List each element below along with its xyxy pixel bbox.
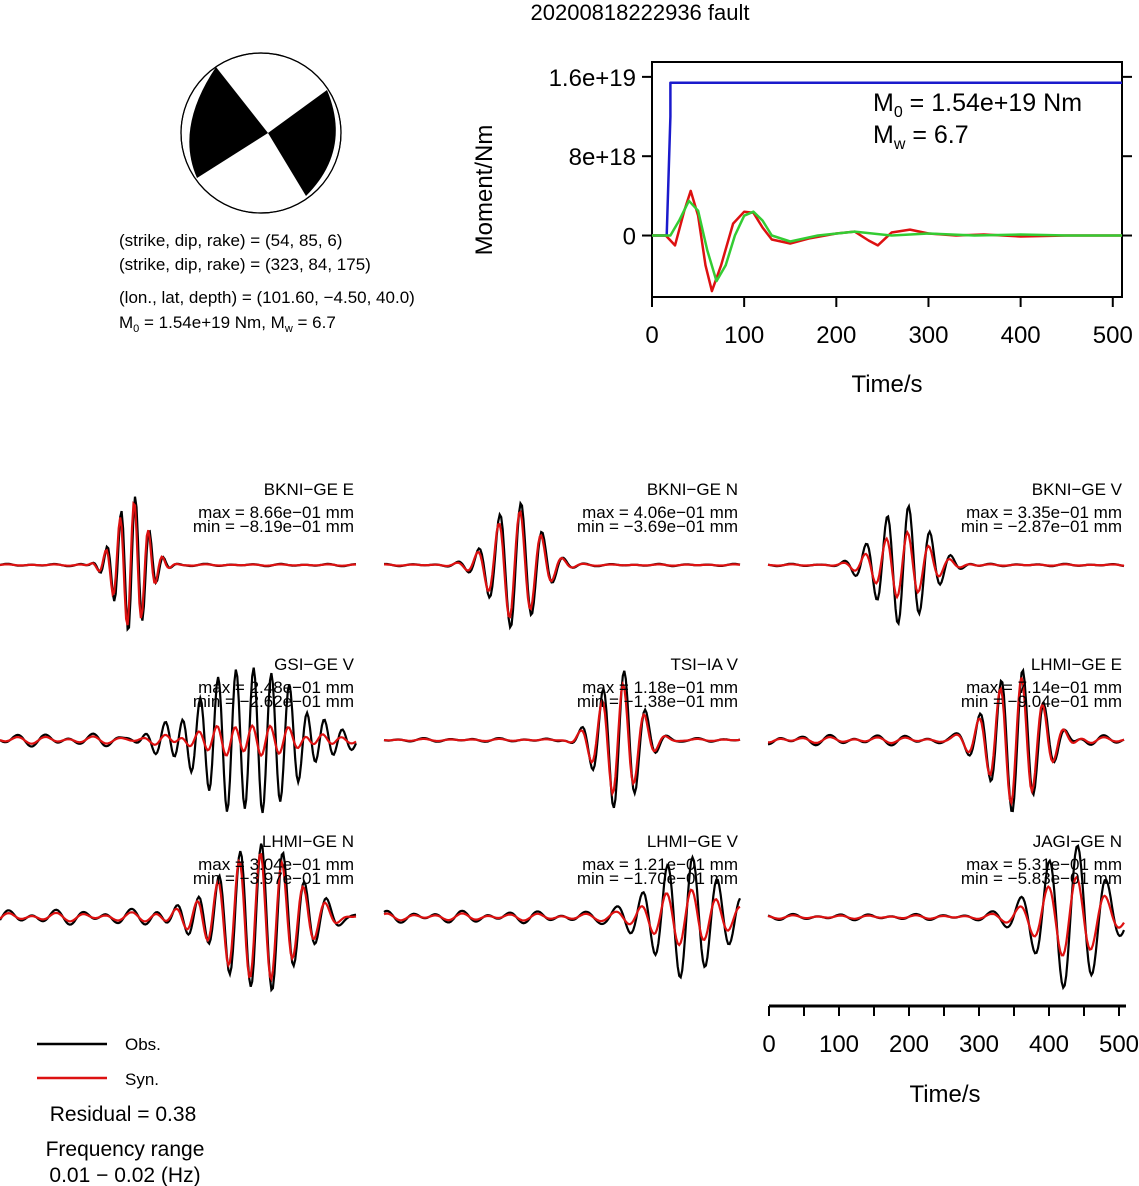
moment-y-tick-label: 0: [623, 224, 636, 251]
moment-y-tick-label: 1.6e+19: [549, 65, 636, 92]
waveform-x-tick-label: 100: [819, 1031, 859, 1058]
station-max: max = 5.31e−01 mm: [966, 855, 1122, 874]
frequency-range-value: 0.01 − 0.02 (Hz): [49, 1164, 200, 1186]
synthetic-trace: [384, 509, 741, 619]
station-name: TSI−IA V: [670, 655, 738, 674]
moment-x-axis-label: Time/s: [851, 371, 922, 398]
moment-series-2: [652, 199, 1122, 283]
focal-mechanism-beachball: [180, 52, 342, 214]
station-name: GSI−GE V: [274, 655, 354, 674]
waveform-x-tick-label: 200: [889, 1031, 929, 1058]
synthetic-trace: [0, 852, 357, 983]
observed-trace: [0, 843, 357, 993]
station-min: min = −3.97e−01 mm: [193, 869, 354, 888]
legend-obs-label: Obs.: [125, 1035, 161, 1054]
station-min: min = −9.04e−01 mm: [961, 692, 1122, 711]
station-name: LHMI−GE N: [262, 832, 354, 851]
synthetic-trace: [383, 888, 741, 947]
station-max: max = 4.06e−01 mm: [582, 503, 738, 522]
station-max: max = 1.18e−01 mm: [582, 678, 738, 697]
station-max: max = 3.35e−01 mm: [966, 503, 1122, 522]
station-min: min = −2.62e−01 mm: [193, 692, 354, 711]
moment-function-panel: 0 100 200 300 400 500 0 8e+18 1.6e+19 M0 = 1.54e…: [471, 61, 1133, 398]
nodal-plane-1: (strike, dip, rake) = (54, 85, 6): [119, 231, 342, 250]
station-min: min = −1.38e−01 mm: [577, 692, 738, 711]
moment-y-axis-label: Moment/Nm: [471, 125, 498, 256]
station-name: BKNI−GE N: [647, 480, 738, 499]
station-max: max = 3.04e−01 mm: [198, 855, 354, 874]
waveform-x-tick-label: 300: [959, 1031, 999, 1058]
waveform-x-tick-label: 0: [762, 1031, 775, 1058]
station-max: max = 8.66e−01 mm: [198, 503, 354, 522]
frequency-range-title: Frequency range: [46, 1138, 205, 1161]
legend: Obs. Syn.: [37, 1035, 161, 1089]
moment-x-tick-label: 100: [724, 322, 764, 349]
synthetic-trace: [767, 875, 1125, 957]
synthetic-trace: [383, 680, 741, 797]
moment-x-tick-label: 300: [908, 322, 948, 349]
station-min: min = −5.83e−01 mm: [961, 869, 1122, 888]
station-max: max = 7.14e−01 mm: [966, 678, 1122, 697]
waveform-x-tick-label: 400: [1029, 1031, 1069, 1058]
station-min: min = −1.70e−01 mm: [577, 869, 738, 888]
station-min: min = −3.69e−01 mm: [577, 517, 738, 536]
moment-annotation-mw: Mw = 6.7: [873, 121, 969, 153]
moment-x-tick-label: 400: [1001, 322, 1041, 349]
synthetic-trace: [0, 723, 357, 758]
station-max: max = 1.21e−01 mm: [582, 855, 738, 874]
beachball-compressional-quadrant-1: [189, 67, 268, 178]
waveform-x-tick-label: 500: [1099, 1031, 1139, 1058]
legend-syn-label: Syn.: [125, 1070, 159, 1089]
station-min: min = −8.19e−01 mm: [193, 517, 354, 536]
waveform-x-axis-label: Time/s: [909, 1081, 980, 1108]
moment-plot-frame: [651, 61, 1123, 298]
waveform-time-axis: Time/s 0 100 200 300 400 500: [762, 1004, 1139, 1108]
hypocenter-location: (lon., lat, depth) = (101.60, −4.50, 40.…: [119, 288, 415, 307]
moment-annotation-m0: M0 = 1.54e+19 Nm: [873, 89, 1082, 121]
moment-series-1: [652, 189, 1122, 293]
residual-text: Residual = 0.38: [50, 1103, 197, 1126]
synthetic-trace: [767, 529, 1125, 600]
station-name: JAGI−GE N: [1033, 832, 1122, 851]
moment-x-tick-label: 200: [816, 322, 856, 349]
moment-x-tick-label: 500: [1093, 322, 1133, 349]
station-name: BKNI−GE V: [1032, 480, 1123, 499]
moment-magnitude-text: M0 = 1.54e+19 Nm, Mw = 6.7: [119, 313, 336, 335]
beachball-compressional-quadrant-2: [268, 90, 336, 196]
station-name: LHMI−GE E: [1031, 655, 1122, 674]
figure-title: 20200818222936 fault: [531, 0, 750, 25]
synthetic-trace: [768, 677, 1125, 807]
station-max: max = 2.48e−01 mm: [198, 678, 354, 697]
synthetic-trace: [0, 500, 356, 626]
nodal-plane-2: (strike, dip, rake) = (323, 84, 175): [119, 255, 371, 274]
station-min: min = −2.87e−01 mm: [961, 517, 1122, 536]
station-name: LHMI−GE V: [647, 832, 739, 851]
station-name: BKNI−GE E: [264, 480, 354, 499]
moment-y-tick-label: 8e+18: [569, 144, 636, 171]
moment-x-tick-label: 0: [645, 322, 658, 349]
